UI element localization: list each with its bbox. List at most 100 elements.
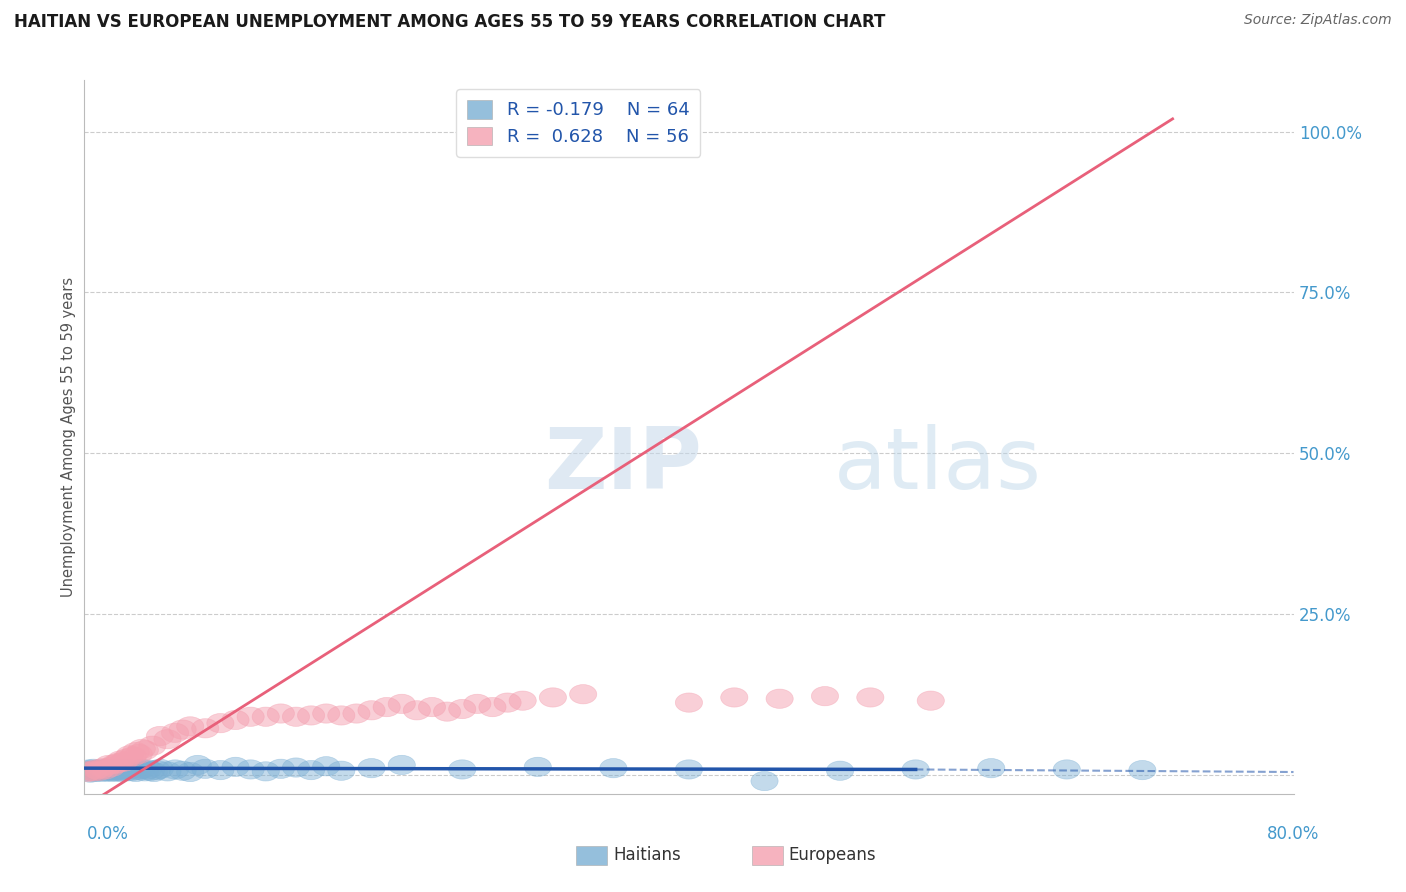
Ellipse shape: [328, 761, 354, 780]
Ellipse shape: [169, 720, 197, 739]
Ellipse shape: [125, 745, 152, 764]
Ellipse shape: [86, 760, 112, 779]
Text: atlas: atlas: [834, 424, 1042, 508]
Ellipse shape: [404, 700, 430, 720]
Ellipse shape: [117, 760, 143, 779]
Ellipse shape: [103, 762, 129, 781]
Ellipse shape: [131, 740, 159, 760]
Ellipse shape: [191, 719, 219, 738]
Ellipse shape: [977, 758, 1005, 778]
Ellipse shape: [153, 730, 181, 749]
Ellipse shape: [238, 707, 264, 726]
Ellipse shape: [112, 749, 141, 768]
Text: ZIP: ZIP: [544, 424, 702, 508]
Text: Source: ZipAtlas.com: Source: ZipAtlas.com: [1244, 13, 1392, 28]
Ellipse shape: [128, 739, 156, 758]
Ellipse shape: [298, 761, 325, 780]
Text: 80.0%: 80.0%: [1267, 825, 1319, 843]
Ellipse shape: [107, 763, 134, 781]
Ellipse shape: [98, 763, 125, 781]
Ellipse shape: [79, 761, 105, 780]
Ellipse shape: [120, 747, 146, 766]
Ellipse shape: [600, 758, 627, 778]
Ellipse shape: [73, 763, 101, 781]
Text: Europeans: Europeans: [789, 846, 876, 863]
Ellipse shape: [328, 706, 354, 725]
Ellipse shape: [89, 763, 117, 781]
Ellipse shape: [856, 688, 884, 707]
Ellipse shape: [134, 760, 162, 779]
Ellipse shape: [104, 760, 131, 779]
Ellipse shape: [675, 760, 703, 779]
Ellipse shape: [108, 761, 136, 780]
Ellipse shape: [112, 762, 141, 781]
Ellipse shape: [76, 760, 103, 779]
Ellipse shape: [464, 694, 491, 714]
Ellipse shape: [267, 704, 294, 723]
Ellipse shape: [105, 761, 132, 780]
Ellipse shape: [267, 759, 294, 779]
Ellipse shape: [146, 759, 173, 779]
Ellipse shape: [120, 761, 146, 780]
Ellipse shape: [184, 756, 211, 774]
Ellipse shape: [373, 698, 401, 717]
Ellipse shape: [93, 762, 121, 781]
Ellipse shape: [128, 759, 156, 779]
Text: Haitians: Haitians: [613, 846, 681, 863]
Ellipse shape: [162, 723, 188, 742]
Ellipse shape: [312, 756, 340, 776]
Ellipse shape: [419, 698, 446, 717]
Ellipse shape: [153, 762, 181, 781]
Text: 0.0%: 0.0%: [87, 825, 129, 843]
Ellipse shape: [207, 761, 233, 780]
Ellipse shape: [1129, 761, 1156, 780]
Ellipse shape: [252, 762, 280, 781]
Ellipse shape: [449, 760, 475, 779]
Ellipse shape: [80, 762, 107, 781]
Text: HAITIAN VS EUROPEAN UNEMPLOYMENT AMONG AGES 55 TO 59 YEARS CORRELATION CHART: HAITIAN VS EUROPEAN UNEMPLOYMENT AMONG A…: [14, 13, 886, 31]
Legend: R = -0.179    N = 64, R =  0.628    N = 56: R = -0.179 N = 64, R = 0.628 N = 56: [456, 89, 700, 157]
Ellipse shape: [110, 759, 138, 779]
Ellipse shape: [479, 698, 506, 717]
Ellipse shape: [73, 762, 101, 781]
Ellipse shape: [122, 742, 149, 762]
Ellipse shape: [283, 707, 309, 726]
Ellipse shape: [359, 700, 385, 720]
Ellipse shape: [252, 707, 280, 726]
Ellipse shape: [146, 726, 173, 746]
Y-axis label: Unemployment Among Ages 55 to 59 years: Unemployment Among Ages 55 to 59 years: [60, 277, 76, 597]
Ellipse shape: [222, 757, 249, 777]
Ellipse shape: [82, 763, 108, 781]
Ellipse shape: [125, 761, 152, 780]
Ellipse shape: [388, 694, 415, 714]
Ellipse shape: [90, 761, 118, 780]
Ellipse shape: [811, 687, 838, 706]
Ellipse shape: [104, 754, 131, 772]
Ellipse shape: [101, 755, 128, 774]
Ellipse shape: [77, 763, 104, 782]
Ellipse shape: [131, 762, 159, 781]
Ellipse shape: [143, 761, 170, 780]
Ellipse shape: [110, 752, 138, 772]
Ellipse shape: [675, 693, 703, 712]
Ellipse shape: [751, 772, 778, 790]
Ellipse shape: [86, 761, 112, 780]
Ellipse shape: [721, 688, 748, 707]
Ellipse shape: [298, 706, 325, 725]
Ellipse shape: [177, 717, 204, 736]
Ellipse shape: [141, 763, 167, 781]
Ellipse shape: [84, 762, 111, 781]
Ellipse shape: [100, 761, 127, 780]
Ellipse shape: [91, 760, 120, 779]
Ellipse shape: [917, 691, 945, 710]
Ellipse shape: [91, 759, 120, 779]
Ellipse shape: [77, 761, 104, 780]
Ellipse shape: [222, 710, 249, 730]
Ellipse shape: [107, 751, 134, 770]
Ellipse shape: [433, 702, 461, 722]
Ellipse shape: [524, 757, 551, 777]
Ellipse shape: [138, 761, 165, 780]
Ellipse shape: [162, 760, 188, 779]
Ellipse shape: [101, 759, 128, 779]
Ellipse shape: [177, 763, 204, 781]
